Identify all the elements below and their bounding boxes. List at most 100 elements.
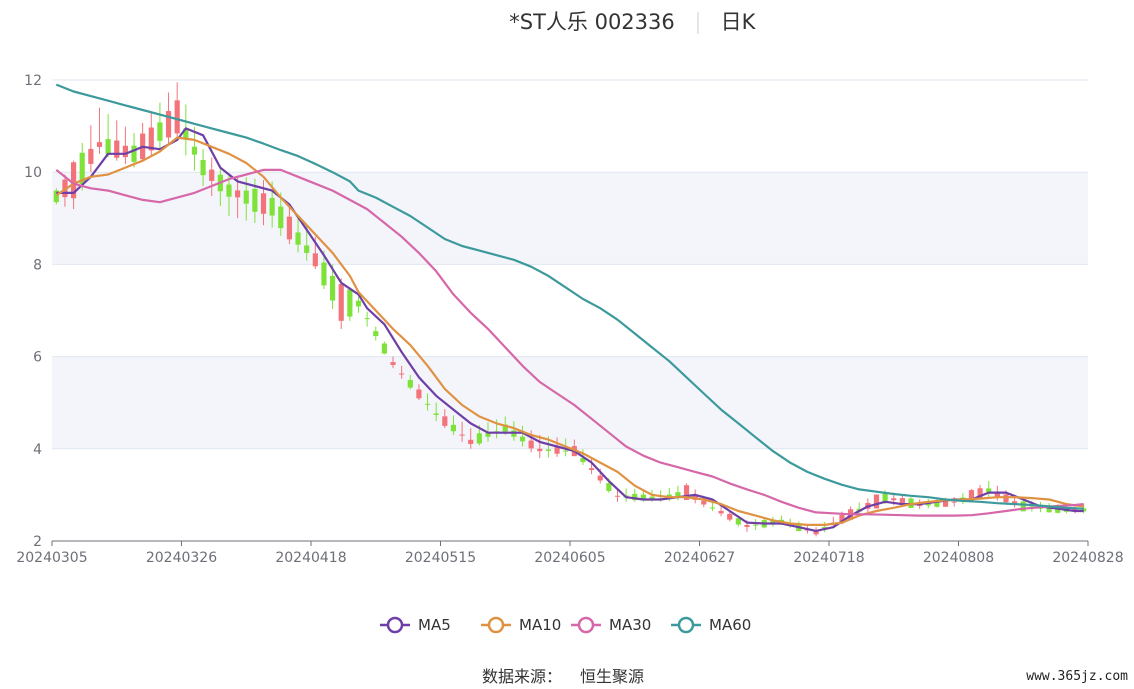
candle-body[interactable] [891,498,897,501]
candle-body[interactable] [295,232,301,245]
candle-body[interactable] [709,507,716,509]
candle-body[interactable] [364,318,370,320]
candle-body[interactable] [252,188,258,212]
candle-body[interactable] [243,190,249,204]
candle-body[interactable] [683,485,690,500]
candle-body[interactable] [753,524,759,526]
candle-body[interactable] [1081,508,1087,512]
candle-body[interactable] [632,493,638,501]
candle-body[interactable] [614,495,621,497]
candle-body[interactable] [899,498,905,505]
x-tick-label: 20240718 [793,550,864,566]
candle-body[interactable] [968,490,975,503]
candle-body[interactable] [951,501,957,503]
candle-body[interactable] [373,331,379,337]
candle-body[interactable] [977,488,983,499]
legend-item-ma30[interactable]: MA30 [571,616,651,634]
candle-body[interactable] [813,531,819,535]
candle-body[interactable] [183,128,189,139]
candle-body[interactable] [174,100,180,134]
candle-body[interactable] [468,439,474,444]
candle-body[interactable] [329,275,336,301]
candle-body[interactable] [416,389,422,399]
candle-body[interactable] [122,145,128,158]
candle-body[interactable] [390,362,396,365]
candle-body[interactable] [260,193,267,214]
candle-body[interactable] [873,494,880,509]
candle-body[interactable] [545,449,552,451]
candle-body[interactable] [476,433,482,444]
candle-body[interactable] [1012,501,1018,504]
candle-body[interactable] [563,450,569,452]
candle-body[interactable] [519,436,526,442]
period-label[interactable]: 日K [721,10,757,34]
candle-body[interactable] [157,122,163,141]
candle-body[interactable] [338,284,344,321]
candle-body[interactable] [96,142,103,147]
candle-body[interactable] [597,475,603,481]
candle-body[interactable] [1003,494,1009,503]
candle-body[interactable] [580,458,586,463]
candle-body[interactable] [347,289,353,317]
candle-body[interactable] [701,500,707,505]
candle-body[interactable] [942,498,949,507]
candle-body[interactable] [226,184,232,197]
candle-body[interactable] [424,403,431,405]
candle-body[interactable] [744,524,750,528]
candle-body[interactable] [537,448,543,452]
candle-body[interactable] [235,190,241,198]
legend-item-ma10[interactable]: MA10 [481,616,561,634]
candle-body[interactable] [588,468,595,470]
candle-body[interactable] [727,513,733,520]
legend-item-ma5[interactable]: MA5 [380,616,451,634]
candle-body[interactable] [88,148,94,164]
candle-body[interactable] [917,505,923,507]
candle-body[interactable] [53,190,59,203]
candle-body[interactable] [200,159,206,176]
candle-body[interactable] [528,440,534,449]
candle-body[interactable] [269,198,275,216]
candle-body[interactable] [114,140,120,158]
candle-body[interactable] [286,216,293,240]
candle-body[interactable] [355,300,362,307]
candle-body[interactable] [459,434,465,436]
candle-body[interactable] [381,343,387,354]
candle-body[interactable] [70,162,77,199]
candle-body[interactable] [485,433,491,437]
candle-body[interactable] [105,139,111,155]
candle-body[interactable] [278,206,284,229]
candle-body[interactable] [433,413,439,415]
candle-body[interactable] [304,245,310,253]
candle-body[interactable] [191,146,198,155]
legend-item-ma60[interactable]: MA60 [671,616,751,634]
candle-body[interactable] [675,492,681,497]
candle-body[interactable] [79,152,85,184]
candle-body[interactable] [606,483,612,491]
candle-body[interactable] [321,262,327,286]
candle-body[interactable] [882,492,888,503]
candle-body[interactable] [735,518,741,525]
candle-body[interactable] [209,169,215,181]
candle-body[interactable] [399,373,405,375]
candle-body[interactable] [1020,501,1026,512]
candle-body[interactable] [1072,508,1078,512]
candle-body[interactable] [986,488,992,493]
candle-body[interactable] [131,145,137,162]
candle-body[interactable] [554,447,560,454]
candle-body[interactable] [925,503,931,506]
candle-body[interactable] [640,494,646,501]
candle-body[interactable] [994,491,1000,498]
candle-body[interactable] [839,514,845,524]
candle-body[interactable] [649,496,655,500]
candle-body[interactable] [442,416,448,426]
candle-body[interactable] [1055,506,1061,513]
candle-body[interactable] [934,500,940,507]
candle-body[interactable] [502,424,508,432]
candle-body[interactable] [1046,505,1052,513]
candle-body[interactable] [148,127,154,151]
candle-body[interactable] [312,253,318,267]
candle-body[interactable] [718,510,724,514]
candle-body[interactable] [165,111,172,138]
candle-body[interactable] [450,424,457,432]
candle-body[interactable] [407,379,413,388]
